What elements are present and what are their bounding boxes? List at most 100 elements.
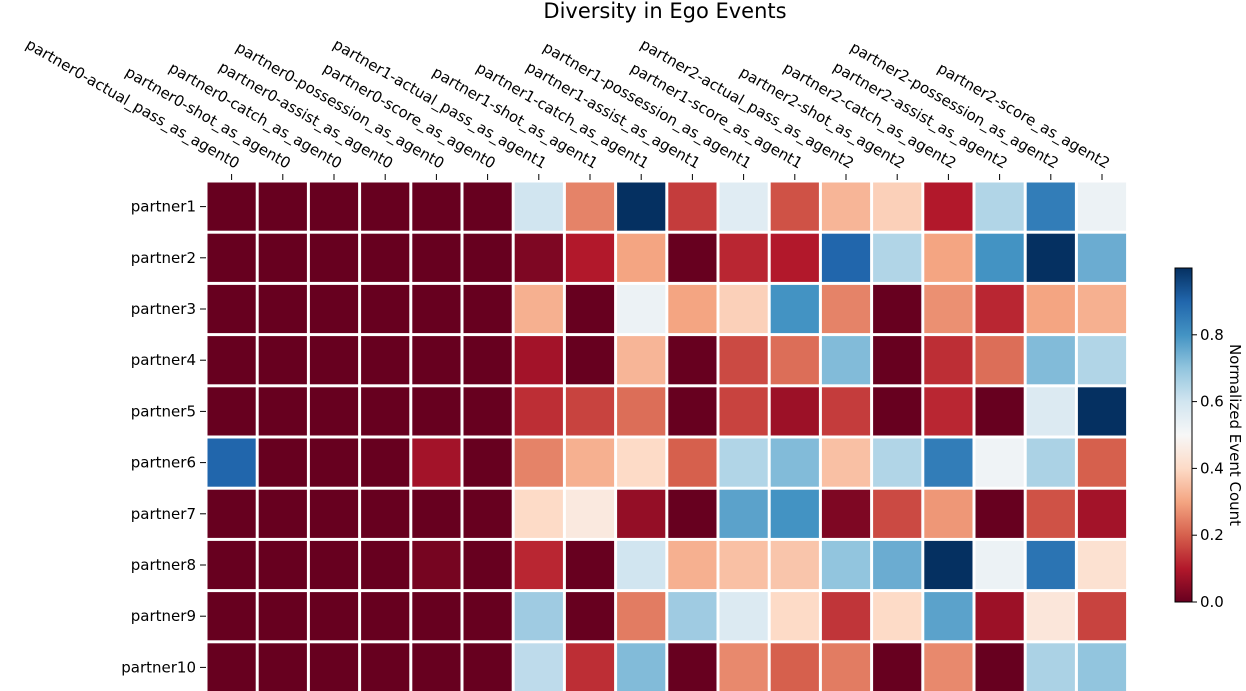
heatmap-cell — [565, 182, 615, 231]
heatmap-cell — [1026, 438, 1075, 487]
heatmap-cell — [770, 592, 819, 641]
heatmap-cell — [412, 540, 461, 590]
heatmap-cell — [412, 182, 461, 231]
heatmap-cell — [617, 592, 666, 641]
heatmap-cell — [617, 438, 666, 487]
heatmap-cell — [207, 643, 256, 691]
heatmap-cell — [463, 643, 512, 691]
heatmap-cell — [821, 387, 871, 436]
colorbar-tick-label: 0.4 — [1200, 459, 1224, 477]
heatmap-cell — [1026, 336, 1075, 385]
heatmap-cell — [514, 540, 563, 590]
heatmap-cell — [975, 233, 1024, 282]
heatmap-cell — [821, 182, 871, 231]
heatmap-cell — [565, 233, 615, 282]
heatmap-cell — [821, 540, 871, 590]
heatmap-cell — [821, 438, 871, 487]
heatmap-cell — [873, 387, 922, 436]
heatmap-cell — [412, 233, 461, 282]
heatmap-cell — [873, 438, 922, 487]
heatmap-cell — [309, 336, 359, 385]
heatmap-cell — [463, 182, 512, 231]
heatmap-cell — [770, 643, 819, 691]
heatmap-cell — [668, 387, 717, 436]
heatmap-cell — [668, 233, 717, 282]
heatmap-cell — [361, 387, 410, 436]
heatmap-cell — [207, 182, 256, 231]
heatmap-cell — [1077, 387, 1127, 436]
heatmap-cell — [258, 182, 307, 231]
heatmap-cell — [463, 540, 512, 590]
heatmap-cell — [361, 540, 410, 590]
heatmap-cell — [668, 336, 717, 385]
heatmap-cell — [1077, 284, 1127, 334]
heatmap-cell — [309, 387, 359, 436]
heatmap-cell — [361, 182, 410, 231]
y-tick-label: partner1 — [131, 198, 196, 216]
heatmap-cell — [770, 438, 819, 487]
colorbar-ticks: 0.0 0.2 0.4 0.6 0.8 — [1192, 326, 1224, 611]
heatmap-cell — [617, 489, 666, 538]
heatmap-cell — [1026, 540, 1075, 590]
heatmap-cell — [1077, 489, 1127, 538]
heatmap-cell — [514, 438, 563, 487]
y-tick-label: partner9 — [131, 607, 196, 625]
heatmap-cell — [412, 438, 461, 487]
heatmap-cell — [924, 233, 973, 282]
heatmap-cell — [361, 489, 410, 538]
heatmap-cell — [309, 643, 359, 691]
heatmap-cell — [873, 540, 922, 590]
heatmap-cell — [1026, 592, 1075, 641]
heatmap-cell — [668, 284, 717, 334]
heatmap-cell — [361, 592, 410, 641]
heatmap-cell — [258, 592, 307, 641]
heatmap-cell — [617, 387, 666, 436]
heatmap-cell — [924, 643, 973, 691]
heatmap-cell — [412, 592, 461, 641]
heatmap-cell — [821, 592, 871, 641]
heatmap-cell — [412, 489, 461, 538]
y-tick-label: partner10 — [121, 658, 196, 676]
heatmap-cell — [309, 182, 359, 231]
heatmap-cell — [361, 336, 410, 385]
heatmap-cell — [258, 336, 307, 385]
heatmap-cell — [924, 489, 973, 538]
y-tick-label: partner7 — [131, 505, 196, 523]
heatmap-cell — [617, 540, 666, 590]
heatmap-cell — [207, 336, 256, 385]
heatmap-cell — [821, 643, 871, 691]
heatmap-cell — [514, 182, 563, 231]
heatmap-cell — [412, 387, 461, 436]
heatmap-cell — [258, 643, 307, 691]
heatmap-cell — [873, 336, 922, 385]
heatmap-cell — [565, 540, 615, 590]
heatmap-cell — [770, 182, 819, 231]
heatmap-cell — [924, 592, 973, 641]
heatmap-cell — [873, 643, 922, 691]
heatmap-cell — [975, 387, 1024, 436]
heatmap-cell — [1077, 438, 1127, 487]
heatmap-cell — [463, 438, 512, 487]
heatmap-cell — [1077, 182, 1127, 231]
heatmap-cell — [719, 643, 768, 691]
heatmap-cell — [565, 592, 615, 641]
heatmap-cell — [207, 387, 256, 436]
heatmap-cell — [975, 592, 1024, 641]
heatmap-cell — [207, 540, 256, 590]
y-tick-label: partner3 — [131, 300, 196, 318]
heatmap-cell — [1026, 643, 1075, 691]
heatmap-cell — [258, 387, 307, 436]
heatmap-cell — [617, 643, 666, 691]
heatmap-cell — [975, 182, 1024, 231]
heatmap-cell — [924, 438, 973, 487]
heatmap-cell — [924, 387, 973, 436]
heatmap-cell — [1077, 336, 1127, 385]
heatmap-cell — [207, 438, 256, 487]
heatmap-cell — [412, 336, 461, 385]
y-tick-label: partner6 — [131, 454, 196, 472]
y-tick-label: partner4 — [131, 351, 196, 369]
heatmap-cell — [565, 643, 615, 691]
heatmap-cell — [668, 489, 717, 538]
heatmap-cell — [258, 233, 307, 282]
